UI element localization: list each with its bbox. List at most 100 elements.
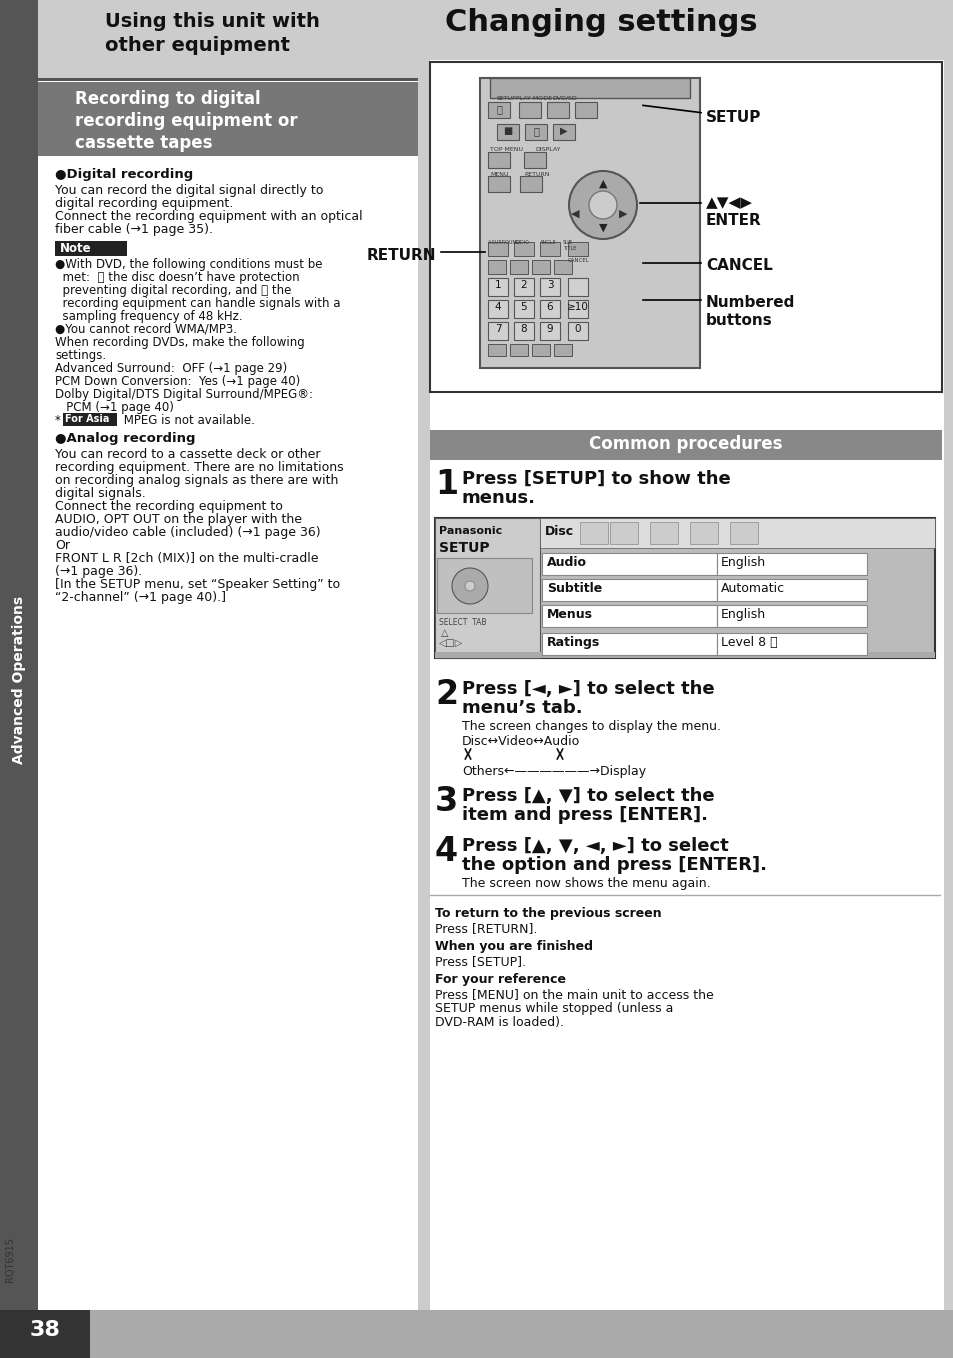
Text: 4: 4 <box>435 835 457 868</box>
Text: DVD-RAM is loaded).: DVD-RAM is loaded). <box>435 1016 563 1029</box>
Text: Panasonic: Panasonic <box>438 526 501 536</box>
Text: ▲: ▲ <box>598 179 607 189</box>
Bar <box>0 1310 953 1358</box>
Text: other equipment: other equipment <box>105 37 290 56</box>
Text: You can record the digital signal directly to: You can record the digital signal direct… <box>55 183 323 197</box>
Text: Dolby Digital/DTS Digital Surround/MPEG®:: Dolby Digital/DTS Digital Surround/MPEG®… <box>55 388 313 401</box>
Text: Recording to digital: Recording to digital <box>75 90 260 109</box>
Text: 3: 3 <box>546 280 553 291</box>
Text: Numbered: Numbered <box>705 295 795 310</box>
Text: ENTER: ENTER <box>705 213 760 228</box>
Text: 1: 1 <box>495 280 500 291</box>
Text: Press [▲, ▼] to select the: Press [▲, ▼] to select the <box>461 788 714 805</box>
Bar <box>435 517 539 659</box>
Text: RQT6915: RQT6915 <box>5 1237 15 1282</box>
Text: MPEG is not available.: MPEG is not available. <box>120 414 254 426</box>
Text: ▶: ▶ <box>559 126 567 136</box>
Text: Others←——————→Display: Others←——————→Display <box>461 765 645 778</box>
Text: ■: ■ <box>503 126 512 136</box>
Bar <box>532 259 550 274</box>
Bar <box>38 80 417 1310</box>
Bar <box>553 124 575 140</box>
Circle shape <box>568 171 637 239</box>
Text: recording equipment can handle signals with a: recording equipment can handle signals w… <box>55 297 340 310</box>
Bar <box>717 633 866 655</box>
Text: Or: Or <box>55 539 70 551</box>
Text: ▶: ▶ <box>618 209 626 219</box>
Text: ◀: ◀ <box>570 209 578 219</box>
Text: met:  ⓐ the disc doesn’t have protection: met: ⓐ the disc doesn’t have protection <box>55 272 299 284</box>
Bar <box>554 344 572 356</box>
Text: buttons: buttons <box>705 312 772 329</box>
Text: SUB
TITLE: SUB TITLE <box>562 240 576 251</box>
Text: PLAY MODE: PLAY MODE <box>516 96 552 100</box>
Bar <box>488 278 507 296</box>
Text: RETURN: RETURN <box>523 172 549 177</box>
Text: Common procedures: Common procedures <box>589 435 781 454</box>
Text: Disc↔Video↔Audio: Disc↔Video↔Audio <box>461 735 579 748</box>
Text: For your reference: For your reference <box>435 972 565 986</box>
Text: △: △ <box>440 627 448 638</box>
Text: on recording analog signals as there are with: on recording analog signals as there are… <box>55 474 338 488</box>
Text: 6: 6 <box>546 301 553 312</box>
Bar <box>575 102 597 118</box>
Bar <box>430 60 943 1329</box>
Text: (→1 page 36).: (→1 page 36). <box>55 565 142 579</box>
Text: PCM Down Conversion:  Yes (→1 page 40): PCM Down Conversion: Yes (→1 page 40) <box>55 375 300 388</box>
Text: Changing settings: Changing settings <box>444 8 757 37</box>
Text: 5: 5 <box>520 301 527 312</box>
Text: digital recording equipment.: digital recording equipment. <box>55 197 233 210</box>
Text: DISPLAY: DISPLAY <box>535 147 560 152</box>
Bar <box>430 62 941 392</box>
Bar <box>539 517 934 549</box>
Text: Disc: Disc <box>544 526 574 538</box>
Text: 1: 1 <box>435 469 457 501</box>
Text: For Asia: For Asia <box>65 414 110 424</box>
Bar <box>55 240 127 257</box>
Bar <box>729 521 758 545</box>
Text: settings.: settings. <box>55 349 106 363</box>
Bar <box>524 124 546 140</box>
Text: Press [SETUP] to show the: Press [SETUP] to show the <box>461 470 730 488</box>
Text: 2: 2 <box>435 678 457 712</box>
Text: When you are finished: When you are finished <box>435 940 593 953</box>
Text: Press [▲, ▼, ◄, ►] to select: Press [▲, ▼, ◄, ►] to select <box>461 837 728 856</box>
Text: FRONT L R [2ch (MIX)] on the multi-cradle: FRONT L R [2ch (MIX)] on the multi-cradl… <box>55 551 318 565</box>
Bar <box>541 606 717 627</box>
Text: the option and press [ENTER].: the option and press [ENTER]. <box>461 856 766 875</box>
Text: 7: 7 <box>495 325 500 334</box>
Text: fiber cable (→1 page 35).: fiber cable (→1 page 35). <box>55 223 213 236</box>
Text: digital signals.: digital signals. <box>55 488 146 500</box>
Bar <box>609 521 638 545</box>
Text: sampling frequency of 48 kHz.: sampling frequency of 48 kHz. <box>55 310 242 323</box>
Bar <box>689 521 718 545</box>
Text: Level 8 🔒: Level 8 🔒 <box>720 636 777 649</box>
Text: ▼: ▼ <box>598 223 607 234</box>
Text: When recording DVDs, make the following: When recording DVDs, make the following <box>55 335 304 349</box>
Bar <box>541 633 717 655</box>
Bar <box>539 242 559 257</box>
Bar <box>514 278 534 296</box>
Text: 38: 38 <box>30 1320 60 1340</box>
Bar <box>479 77 700 368</box>
Text: SELECT  TAB: SELECT TAB <box>438 618 486 627</box>
Text: audio/video cable (included) (→1 page 36): audio/video cable (included) (→1 page 36… <box>55 526 320 539</box>
Text: English: English <box>720 608 765 621</box>
Text: ≥10: ≥10 <box>566 301 588 312</box>
Text: CANCEL: CANCEL <box>567 258 589 263</box>
Bar <box>488 102 510 118</box>
Bar <box>488 322 507 340</box>
Text: 9: 9 <box>546 325 553 334</box>
Bar <box>63 413 117 426</box>
Text: Menus: Menus <box>546 608 593 621</box>
Bar <box>567 300 587 318</box>
Bar <box>436 558 532 612</box>
Text: AUDIO, OPT OUT on the player with the: AUDIO, OPT OUT on the player with the <box>55 513 302 526</box>
Text: item and press [ENTER].: item and press [ENTER]. <box>461 807 707 824</box>
Text: The screen changes to display the menu.: The screen changes to display the menu. <box>461 720 720 733</box>
Bar <box>488 259 505 274</box>
Text: AUDIO: AUDIO <box>514 240 529 244</box>
Text: ⏯: ⏯ <box>533 126 538 136</box>
Bar <box>488 152 510 168</box>
Text: 8: 8 <box>520 325 527 334</box>
